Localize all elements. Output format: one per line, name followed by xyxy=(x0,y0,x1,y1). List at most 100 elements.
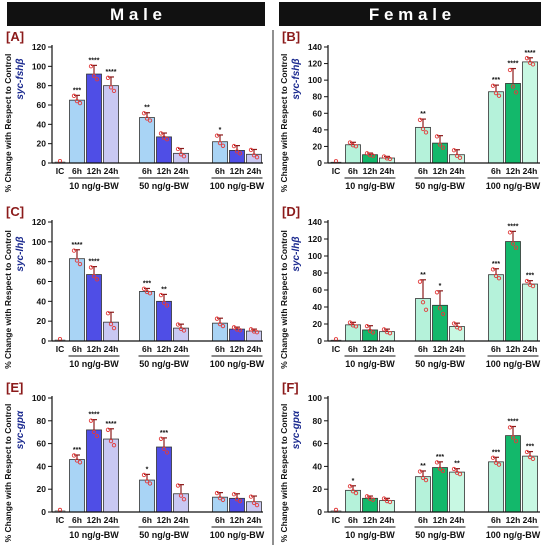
data-point xyxy=(417,469,423,474)
significance-label: **** xyxy=(89,57,100,64)
bar xyxy=(139,479,155,513)
bar xyxy=(69,459,85,513)
data-point xyxy=(105,75,111,80)
data-point xyxy=(91,73,97,78)
bar xyxy=(156,446,172,513)
y-tick-label: 80 xyxy=(313,92,323,102)
x-tick-label: 6h xyxy=(348,344,358,354)
x-tick-label: 12h xyxy=(230,344,245,354)
y-tick-label: 20 xyxy=(37,316,47,326)
data-point xyxy=(237,498,243,504)
data-point xyxy=(507,230,513,235)
data-point xyxy=(164,303,170,308)
x-tick-label: 6h xyxy=(418,515,428,525)
gene-label: syc-fshβ xyxy=(291,58,302,99)
y-tick-label: 100 xyxy=(308,393,322,403)
data-point xyxy=(147,481,153,486)
data-point xyxy=(158,436,164,441)
data-point xyxy=(510,435,516,440)
data-point xyxy=(181,154,187,159)
data-point xyxy=(350,489,356,494)
bar xyxy=(432,304,448,342)
panel-label: [F] xyxy=(282,380,299,395)
y-tick-label: 100 xyxy=(32,237,46,247)
data-point xyxy=(367,496,373,501)
x-tick-label: 6h xyxy=(215,166,225,176)
data-point xyxy=(161,300,167,305)
gene-label: syc-gpα xyxy=(15,410,26,449)
data-point xyxy=(490,83,496,88)
group-label: 50 ng/g-BW xyxy=(415,359,465,369)
y-axis-label: % Change with Respect to Control xyxy=(279,54,289,193)
group-label: 100 ng/g-BW xyxy=(210,359,265,369)
bar xyxy=(415,476,431,513)
x-tick-label: 6h xyxy=(348,515,358,525)
x-tick-label: 24h xyxy=(523,166,538,176)
bar xyxy=(379,331,395,342)
significance-label: ** xyxy=(161,286,167,293)
panel-e: [E] syc-gpα% Change with Respect to Contr… xyxy=(3,380,265,542)
panel-f: [F] syc-gpα% Change with Respect to Contr… xyxy=(279,380,541,542)
y-tick-label: 100 xyxy=(308,75,322,85)
group-label: 10 ng/g-BW xyxy=(345,359,395,369)
x-tick-label-control: IC xyxy=(56,515,65,525)
x-tick-label: 24h xyxy=(380,166,395,176)
y-tick-label: 40 xyxy=(313,125,323,135)
x-tick-label: 12h xyxy=(157,344,172,354)
gene-label: syc-lhβ xyxy=(291,236,302,271)
bar xyxy=(488,461,504,513)
data-point xyxy=(248,494,254,499)
bar xyxy=(246,501,262,513)
data-point xyxy=(364,494,370,499)
data-point xyxy=(214,490,220,496)
data-point xyxy=(88,418,94,423)
data-point xyxy=(251,329,257,334)
data-point xyxy=(251,153,257,158)
data-point xyxy=(234,149,240,154)
panel-d: [D] syc-lhβ% Change with Respect to Contr… xyxy=(279,204,541,369)
x-tick-label: 12h xyxy=(363,166,378,176)
data-point xyxy=(527,454,533,460)
x-tick-label: 12h xyxy=(157,515,172,525)
data-point xyxy=(178,326,184,332)
x-tick-label: 24h xyxy=(104,344,119,354)
bar xyxy=(103,321,119,342)
x-tick-label: 12h xyxy=(230,166,245,176)
data-point xyxy=(71,248,77,253)
y-tick-label: 140 xyxy=(308,217,322,227)
y-axis-label: % Change with Respect to Control xyxy=(279,404,289,543)
y-tick-label: 60 xyxy=(313,285,323,295)
data-point xyxy=(175,483,181,488)
data-point xyxy=(510,241,516,246)
data-point xyxy=(527,60,533,65)
data-point xyxy=(161,135,167,140)
y-tick-label: 80 xyxy=(37,416,47,426)
x-tick-label: 12h xyxy=(363,515,378,525)
x-tick-label: 24h xyxy=(247,344,262,354)
bar xyxy=(432,467,448,513)
data-point xyxy=(158,131,164,136)
data-point xyxy=(147,118,153,123)
data-point xyxy=(527,282,533,287)
data-point xyxy=(437,142,443,147)
data-point xyxy=(231,492,237,497)
bar xyxy=(488,91,504,164)
data-point xyxy=(94,433,100,439)
significance-label: *** xyxy=(143,280,151,287)
x-tick-label: 6h xyxy=(142,344,152,354)
significance-label: ** xyxy=(420,111,426,118)
data-point xyxy=(231,325,237,330)
x-tick-label-control: IC xyxy=(332,515,341,525)
data-point xyxy=(381,496,387,501)
data-point xyxy=(496,93,502,98)
data-point xyxy=(74,98,80,104)
bar xyxy=(86,274,102,342)
significance-label: **** xyxy=(106,421,117,428)
panel-c: [C] syc-lhβ% Change with Respect to Contr… xyxy=(3,204,265,369)
y-tick-label: 60 xyxy=(37,439,47,449)
data-point xyxy=(144,289,150,295)
significance-label: ** xyxy=(420,272,426,279)
significance-label: * xyxy=(439,283,442,290)
data-point xyxy=(231,143,237,149)
data-point xyxy=(178,493,184,498)
